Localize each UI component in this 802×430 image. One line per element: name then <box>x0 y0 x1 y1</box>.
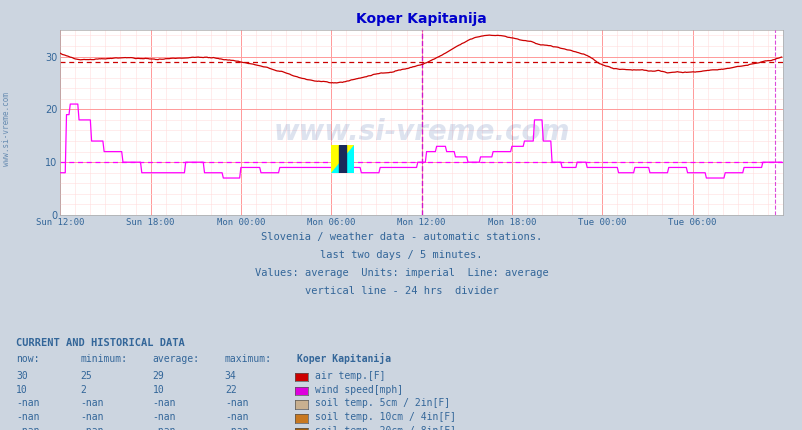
Text: last two days / 5 minutes.: last two days / 5 minutes. <box>320 250 482 260</box>
Text: -nan: -nan <box>80 426 103 430</box>
Polygon shape <box>331 145 354 173</box>
Text: -nan: -nan <box>16 426 39 430</box>
Text: -nan: -nan <box>152 398 176 408</box>
Text: -nan: -nan <box>80 398 103 408</box>
Text: minimum:: minimum: <box>80 354 128 365</box>
Text: CURRENT AND HISTORICAL DATA: CURRENT AND HISTORICAL DATA <box>16 338 184 348</box>
Text: www.si-vreme.com: www.si-vreme.com <box>2 92 11 166</box>
Text: 30: 30 <box>16 371 28 381</box>
Text: Koper Kapitanija: Koper Kapitanija <box>297 353 391 365</box>
Text: -nan: -nan <box>80 412 103 422</box>
Text: vertical line - 24 hrs  divider: vertical line - 24 hrs divider <box>304 286 498 296</box>
Text: wind speed[mph]: wind speed[mph] <box>314 384 403 395</box>
Text: www.si-vreme.com: www.si-vreme.com <box>273 118 569 146</box>
Text: -nan: -nan <box>152 426 176 430</box>
Text: air temp.[F]: air temp.[F] <box>314 371 385 381</box>
Text: -nan: -nan <box>225 426 248 430</box>
Text: average:: average: <box>152 354 200 365</box>
Text: 34: 34 <box>225 371 237 381</box>
Text: -nan: -nan <box>225 398 248 408</box>
Polygon shape <box>338 145 346 173</box>
Text: maximum:: maximum: <box>225 354 272 365</box>
Text: soil temp. 20cm / 8in[F]: soil temp. 20cm / 8in[F] <box>314 426 456 430</box>
Text: soil temp. 5cm / 2in[F]: soil temp. 5cm / 2in[F] <box>314 398 449 408</box>
Text: 22: 22 <box>225 384 237 395</box>
Text: 10: 10 <box>152 384 164 395</box>
Polygon shape <box>331 145 354 173</box>
Text: -nan: -nan <box>16 412 39 422</box>
Title: Koper Kapitanija: Koper Kapitanija <box>356 12 486 26</box>
Text: now:: now: <box>16 354 39 365</box>
Text: 10: 10 <box>16 384 28 395</box>
Text: -nan: -nan <box>16 398 39 408</box>
Text: Slovenia / weather data - automatic stations.: Slovenia / weather data - automatic stat… <box>261 232 541 242</box>
Text: 25: 25 <box>80 371 92 381</box>
Text: 29: 29 <box>152 371 164 381</box>
Text: -nan: -nan <box>225 412 248 422</box>
Text: -nan: -nan <box>152 412 176 422</box>
Text: 2: 2 <box>80 384 86 395</box>
Text: soil temp. 10cm / 4in[F]: soil temp. 10cm / 4in[F] <box>314 412 456 422</box>
Text: Values: average  Units: imperial  Line: average: Values: average Units: imperial Line: av… <box>254 268 548 278</box>
